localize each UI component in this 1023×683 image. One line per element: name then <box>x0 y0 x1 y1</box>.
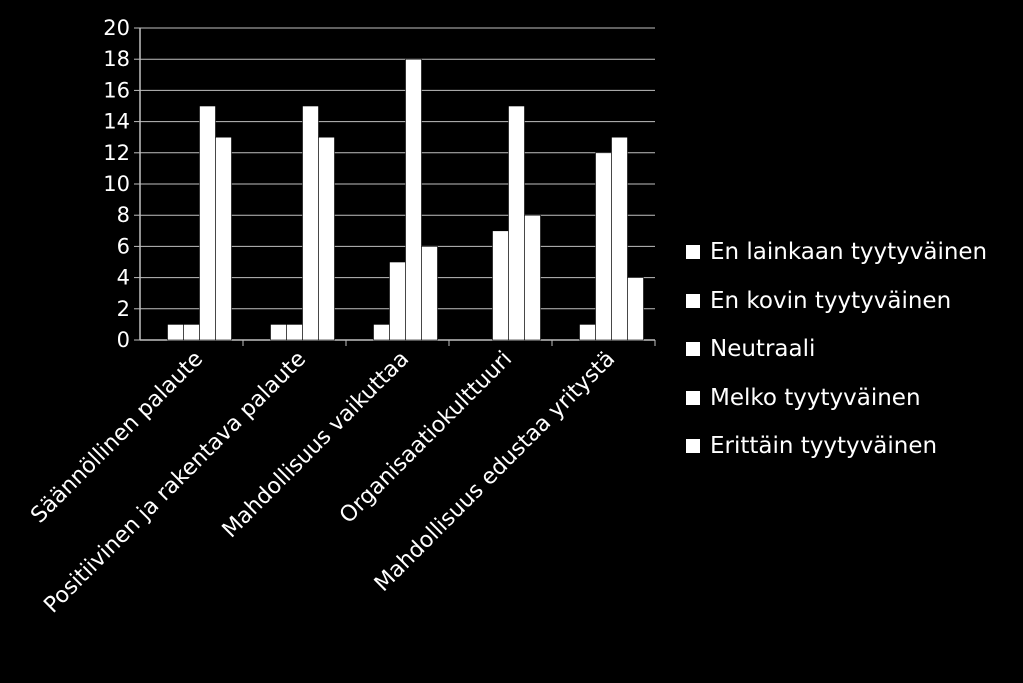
bar-3-5 <box>595 152 612 341</box>
legend-item: Melko tyytyväinen <box>686 374 987 423</box>
legend-item: Erittäin tyytyväinen <box>686 422 987 471</box>
legend-label: En lainkaan tyytyväinen <box>710 239 988 266</box>
bar-4-2 <box>302 105 319 341</box>
legend-swatch <box>686 342 700 357</box>
legend-label: En kovin tyytyväinen <box>710 287 952 314</box>
bar-4-5 <box>611 136 628 341</box>
legend-swatch <box>686 439 700 454</box>
y-tick-label: 12 <box>103 141 130 165</box>
bar-5-5 <box>627 277 644 341</box>
y-tick-label: 6 <box>117 234 130 258</box>
y-tick-label: 0 <box>117 328 130 352</box>
y-tick-label: 20 <box>103 16 130 40</box>
bar-5-1 <box>215 136 232 341</box>
legend-swatch <box>686 245 700 260</box>
y-tick-label: 4 <box>117 266 130 290</box>
bar-2-1 <box>167 324 184 341</box>
bar-3-1 <box>183 324 200 341</box>
legend-item: Neutraali <box>686 325 987 374</box>
bar-2-2 <box>270 324 287 341</box>
bar-4-4 <box>508 105 525 341</box>
y-tick-label: 10 <box>103 172 130 196</box>
legend-label: Melko tyytyväinen <box>710 384 921 411</box>
legend-item: En lainkaan tyytyväinen <box>686 228 987 277</box>
y-tick-label: 18 <box>103 47 130 71</box>
x-tick-label: Organisaatiokulttuuri <box>335 347 517 529</box>
legend-label: Neutraali <box>710 336 816 363</box>
bar-5-3 <box>421 246 438 341</box>
bar-5-4 <box>524 214 541 341</box>
legend-swatch <box>686 293 700 308</box>
legend-item: En kovin tyytyväinen <box>686 277 987 326</box>
bar-2-3 <box>373 324 390 341</box>
x-tick-label: Säännöllinen palaute <box>26 347 208 529</box>
bar-4-3 <box>405 58 422 341</box>
legend-swatch <box>686 390 700 405</box>
x-tick-label: Mahdollisuus vaikuttaa <box>218 347 414 543</box>
legend-label: Erittäin tyytyväinen <box>710 433 938 460</box>
bar-3-2 <box>286 324 303 341</box>
y-tick-label: 2 <box>117 297 130 321</box>
y-tick-label: 14 <box>103 110 130 134</box>
bar-3-4 <box>492 230 509 341</box>
bar-2-5 <box>579 324 596 341</box>
y-tick-label: 8 <box>117 203 130 227</box>
legend: En lainkaan tyytyväinen En kovin tyytyväi… <box>686 228 987 471</box>
y-tick-label: 16 <box>103 78 130 102</box>
bars <box>167 58 644 341</box>
bar-3-3 <box>389 261 406 341</box>
bar-4-1 <box>199 105 216 341</box>
y-tick-labels: 0 2 4 6 8 10 12 14 16 18 20 <box>103 16 130 352</box>
bar-5-2 <box>318 136 335 341</box>
